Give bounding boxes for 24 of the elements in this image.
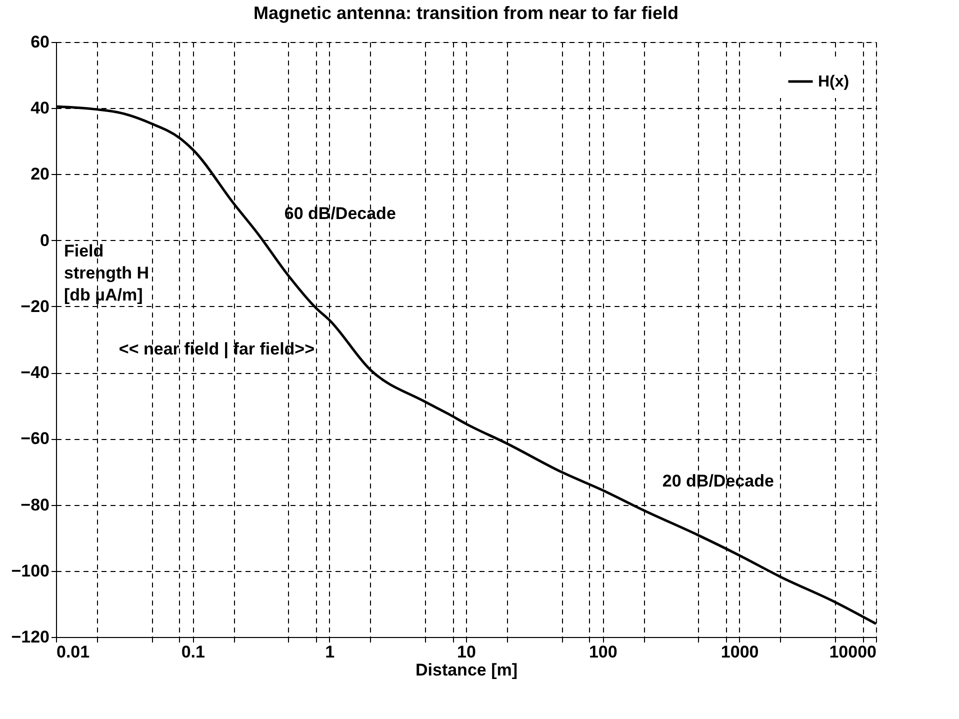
x-tick-label: 100 [588,642,618,662]
x-tick-label: 10 [457,642,476,662]
x-tick-label: 10000 [829,642,876,662]
y-tick-label: −40 [20,363,50,382]
annotation: << near field | far field>> [118,339,315,358]
x-axis-title: Distance [m] [415,660,518,680]
y-tick-label: −80 [20,495,50,514]
x-tick-label: 0.1 [181,642,205,662]
annotation: 60 dB/Decade [284,204,396,223]
legend-label: H(x) [818,74,850,90]
y-tick-label: 0 [40,230,50,250]
y-tick-label: 40 [30,98,50,118]
chart-title: Magnetic antenna: transition from near to far field [253,3,679,23]
x-tick-label: 1 [325,642,335,662]
y-tick-label: −60 [20,429,50,448]
y-tick-label: 20 [30,164,50,184]
y-tick-label: −120 [11,628,50,646]
y-tick-label: 60 [30,32,50,52]
annotation: 20 dB/Decade [662,472,774,491]
y-axis-title: Field strength H [db µA/m] [64,241,149,304]
y-tick-label: −100 [11,561,50,580]
x-tick-label: 0.01 [56,642,90,662]
y-tick-label: −20 [20,296,50,316]
x-tick-label: 1000 [720,642,759,662]
